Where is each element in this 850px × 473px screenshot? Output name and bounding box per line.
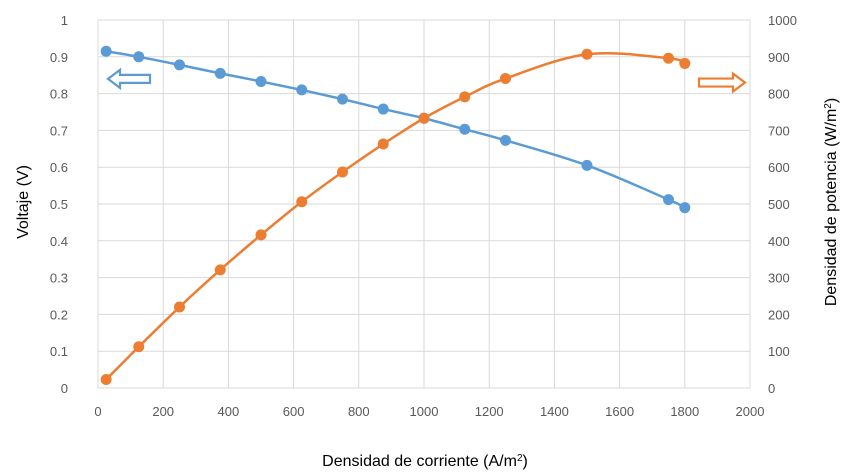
x-tick-label: 1200 <box>475 404 504 419</box>
power-data-point <box>500 73 511 85</box>
power-data-point <box>679 57 691 69</box>
y-left-tick-label: 0 <box>61 381 68 396</box>
x-tick-label: 1600 <box>605 404 634 419</box>
y-left-tick-label: 1 <box>61 13 68 28</box>
voltage-axis-arrow <box>106 67 152 91</box>
power-data-point <box>174 301 185 313</box>
left-y-axis-ticks: 0 0.1 0.2 0.3 0.4 0.5 0.6 0.7 0.8 0.9 1 <box>50 13 68 396</box>
x-tick-label: 800 <box>348 404 370 419</box>
power-data-point <box>255 229 267 241</box>
series-axis-arrows <box>106 67 747 94</box>
voltage-data-point <box>174 59 185 71</box>
y-axis-right-title: Densidad de potencia (W/m2) <box>823 98 841 306</box>
y-left-tick-label: 0.4 <box>50 234 68 249</box>
power-data-point <box>133 341 145 353</box>
y-right-tick-label: 500 <box>768 197 790 212</box>
x-tick-label: 2000 <box>736 404 765 419</box>
x-tick-label: 400 <box>218 404 240 419</box>
series-lines <box>105 50 686 381</box>
right-y-axis-ticks: 0 100 200 300 400 500 600 700 800 900 1000 <box>768 13 797 396</box>
power-data-point <box>377 138 389 150</box>
voltage-data-point <box>337 93 348 105</box>
voltage-data-point <box>133 51 145 63</box>
voltage-data-point <box>500 134 511 146</box>
y-left-tick-label: 0.9 <box>50 50 68 65</box>
power-data-point <box>100 374 112 386</box>
y-left-tick-label: 0.3 <box>50 271 68 286</box>
voltage-data-point <box>459 123 471 135</box>
voltage-data-point <box>214 67 226 79</box>
x-axis-ticks: 0 200 400 600 800 1000 1200 1400 1600 1800 2000 <box>94 404 764 419</box>
x-tick-label: 200 <box>152 404 174 419</box>
voltage-data-point <box>377 103 389 115</box>
y-right-tick-label: 700 <box>768 123 790 138</box>
y-right-tick-label: 400 <box>768 234 790 249</box>
voltage-data-point <box>296 84 308 96</box>
y-right-tick-label: 900 <box>768 50 790 65</box>
y-left-tick-label: 0.8 <box>50 87 68 102</box>
power-data-point <box>459 91 471 103</box>
y-right-tick-label: 300 <box>768 271 790 286</box>
y-right-tick-label: 0 <box>768 381 775 396</box>
x-axis-title-main: Densidad de corriente (A/m <box>322 453 517 470</box>
y-right-tick-label: 800 <box>768 87 790 102</box>
y-right-tick-label: 100 <box>768 344 790 359</box>
power-axis-arrow <box>697 71 747 94</box>
gridlines <box>97 19 751 389</box>
y-left-tick-label: 0.1 <box>50 344 68 359</box>
voltage-data-point <box>255 75 267 87</box>
voltage-data-point <box>581 159 593 171</box>
x-tick-label: 600 <box>283 404 305 419</box>
power-data-point <box>663 52 674 64</box>
voltage-data-point <box>679 202 691 214</box>
y-right-tick-label: 1000 <box>768 13 797 28</box>
voltage-data-point <box>100 45 112 57</box>
power-data-point <box>214 264 226 276</box>
series-points <box>100 45 691 386</box>
x-axis-title: Densidad de corriente (A/m2) <box>322 453 528 471</box>
y-left-tick-label: 0.7 <box>50 123 68 138</box>
y-axis-right-title-main: Densidad de potencia (W/m <box>823 109 840 306</box>
power-data-point <box>337 166 348 178</box>
x-axis-title-end: ) <box>523 453 528 470</box>
power-data-point <box>418 112 430 124</box>
y-right-tick-label: 200 <box>768 307 790 322</box>
power-data-point <box>581 48 593 60</box>
y-axis-left-title: Voltaje (V) <box>15 165 32 239</box>
y-left-tick-label: 0.2 <box>50 307 68 322</box>
x-tick-label: 1400 <box>540 404 569 419</box>
x-tick-label: 1800 <box>670 404 699 419</box>
voltage-data-point <box>663 194 674 206</box>
y-left-tick-label: 0.5 <box>50 197 68 212</box>
power-series-line <box>105 51 686 381</box>
voltage-series-line <box>105 50 686 209</box>
x-tick-label: 1000 <box>410 404 439 419</box>
y-left-tick-label: 0.6 <box>50 160 68 175</box>
x-tick-label: 0 <box>94 404 101 419</box>
power-data-point <box>296 196 308 208</box>
y-right-tick-label: 600 <box>768 160 790 175</box>
y-axis-right-title-end: ) <box>823 98 840 103</box>
y-axis-right-title-sup: 2 <box>823 103 834 109</box>
x-axis-title-sup: 2 <box>517 453 523 464</box>
